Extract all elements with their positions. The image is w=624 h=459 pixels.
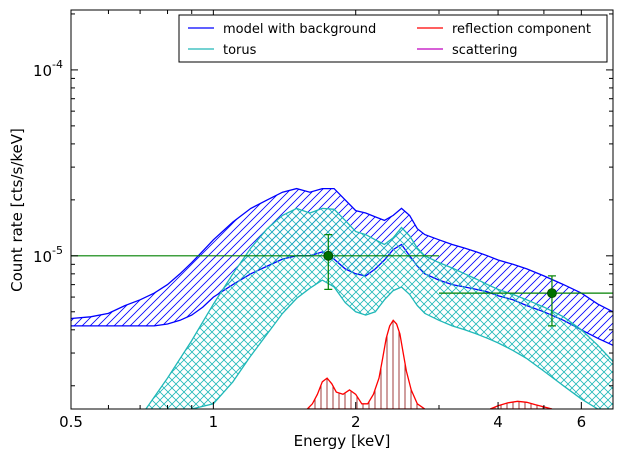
legend-label-torus: torus	[223, 43, 257, 58]
x-tick-label: 4	[493, 413, 503, 431]
y-tick-label: 10-4	[33, 58, 63, 80]
x-tick-label: 6	[577, 413, 587, 431]
legend-label-scattering: scattering	[452, 43, 518, 58]
x-tick-label: 1	[209, 413, 219, 431]
torus-lower-line	[145, 279, 613, 409]
tick-layer: 0.5 1 2 4 6 10-5 10-4	[33, 10, 614, 431]
series-layer	[71, 187, 613, 409]
reflection-high-band-fill	[490, 401, 552, 409]
reflection-high-upper-line	[489, 400, 553, 409]
data-point-1	[547, 288, 557, 299]
x-tick-label: 2	[351, 413, 361, 431]
reflection-upper-line	[306, 319, 426, 409]
x-axis-label: Energy [keV]	[294, 432, 391, 450]
data-points-layer	[71, 234, 613, 327]
legend: model with background reflection compone…	[178, 14, 608, 63]
legend-label-reflection: reflection component	[452, 22, 591, 37]
torus-upper-line	[145, 207, 613, 409]
y-axis-label: Count rate [cts/s/keV]	[8, 128, 26, 292]
y-tick-label: 10-5	[33, 244, 63, 266]
plot-frame	[70, 9, 614, 410]
torus-band-fill	[145, 208, 613, 409]
legend-box	[178, 14, 608, 63]
x-tick-label: 0.5	[59, 413, 83, 431]
model-upper-line	[71, 187, 613, 320]
reflection-band-fill	[307, 320, 425, 409]
data-point-0	[323, 250, 334, 261]
legend-label-model: model with background	[223, 22, 376, 37]
